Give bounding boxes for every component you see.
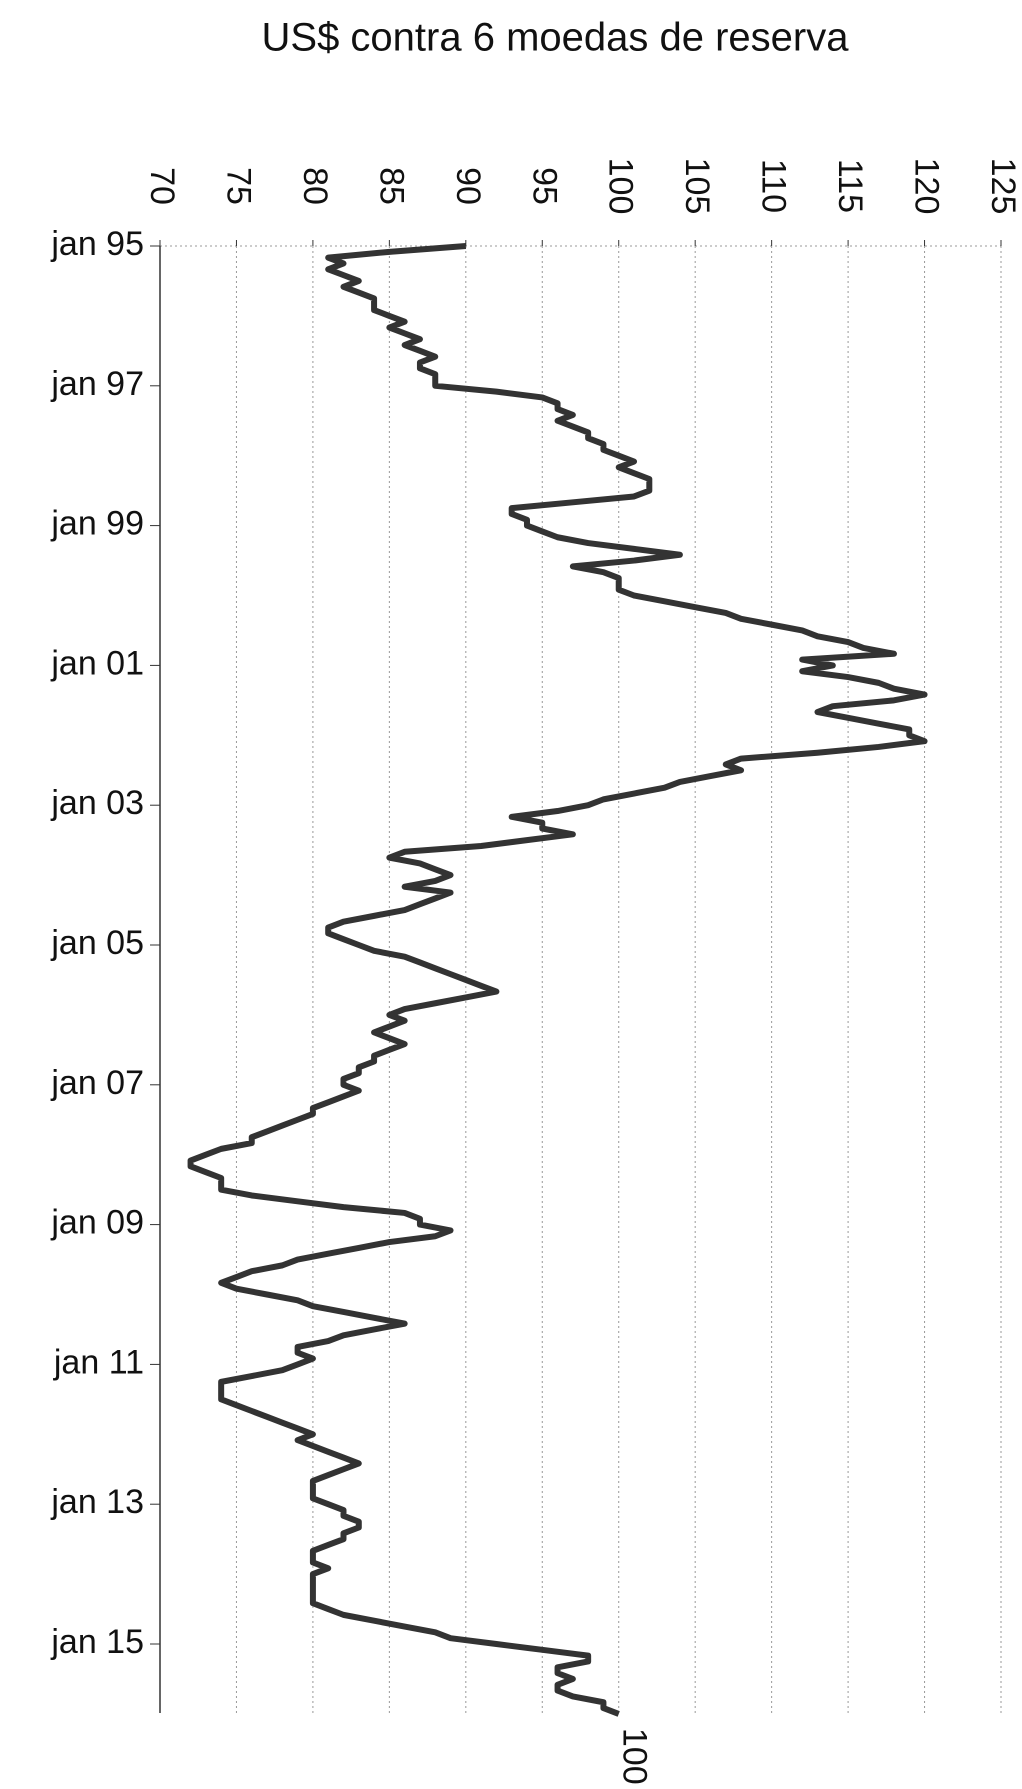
y-tick-label: jan 07 (50, 1064, 144, 1102)
y-tick-label: jan 05 (50, 924, 144, 962)
x-tick-label: 110 (755, 159, 793, 213)
x-tick-label: 80 (296, 167, 334, 205)
y-tick-label: jan 01 (50, 644, 144, 682)
x-tick-label: 100 (602, 158, 640, 215)
y-tick-label: jan 99 (50, 505, 144, 543)
y-tick-label: jan 97 (50, 365, 144, 403)
y-tick-label: jan 95 (50, 225, 144, 263)
x-tick-label: 125 (984, 158, 1022, 215)
y-tick-label: jan 03 (50, 784, 144, 822)
x-tick-label: 70 (143, 167, 181, 205)
x-tick-label: 115 (831, 159, 869, 213)
y-tick-label: jan 13 (50, 1483, 144, 1521)
x-tick-label: 120 (908, 158, 946, 215)
x-tick-label: 105 (678, 158, 716, 215)
y-tick-label: jan 11 (53, 1343, 144, 1381)
x-tick-label: 95 (525, 167, 563, 205)
data-label: 100 (616, 1728, 654, 1785)
x-tick-label: 90 (449, 167, 487, 205)
x-tick-label: 85 (372, 167, 410, 205)
series-line (187, 243, 928, 1717)
y-tick-label: jan 09 (50, 1204, 144, 1242)
y-tick-label: jan 15 (50, 1623, 144, 1661)
x-tick-label: 75 (219, 167, 257, 205)
chart-title: US$ contra 6 moedas de reserva (262, 16, 850, 60)
